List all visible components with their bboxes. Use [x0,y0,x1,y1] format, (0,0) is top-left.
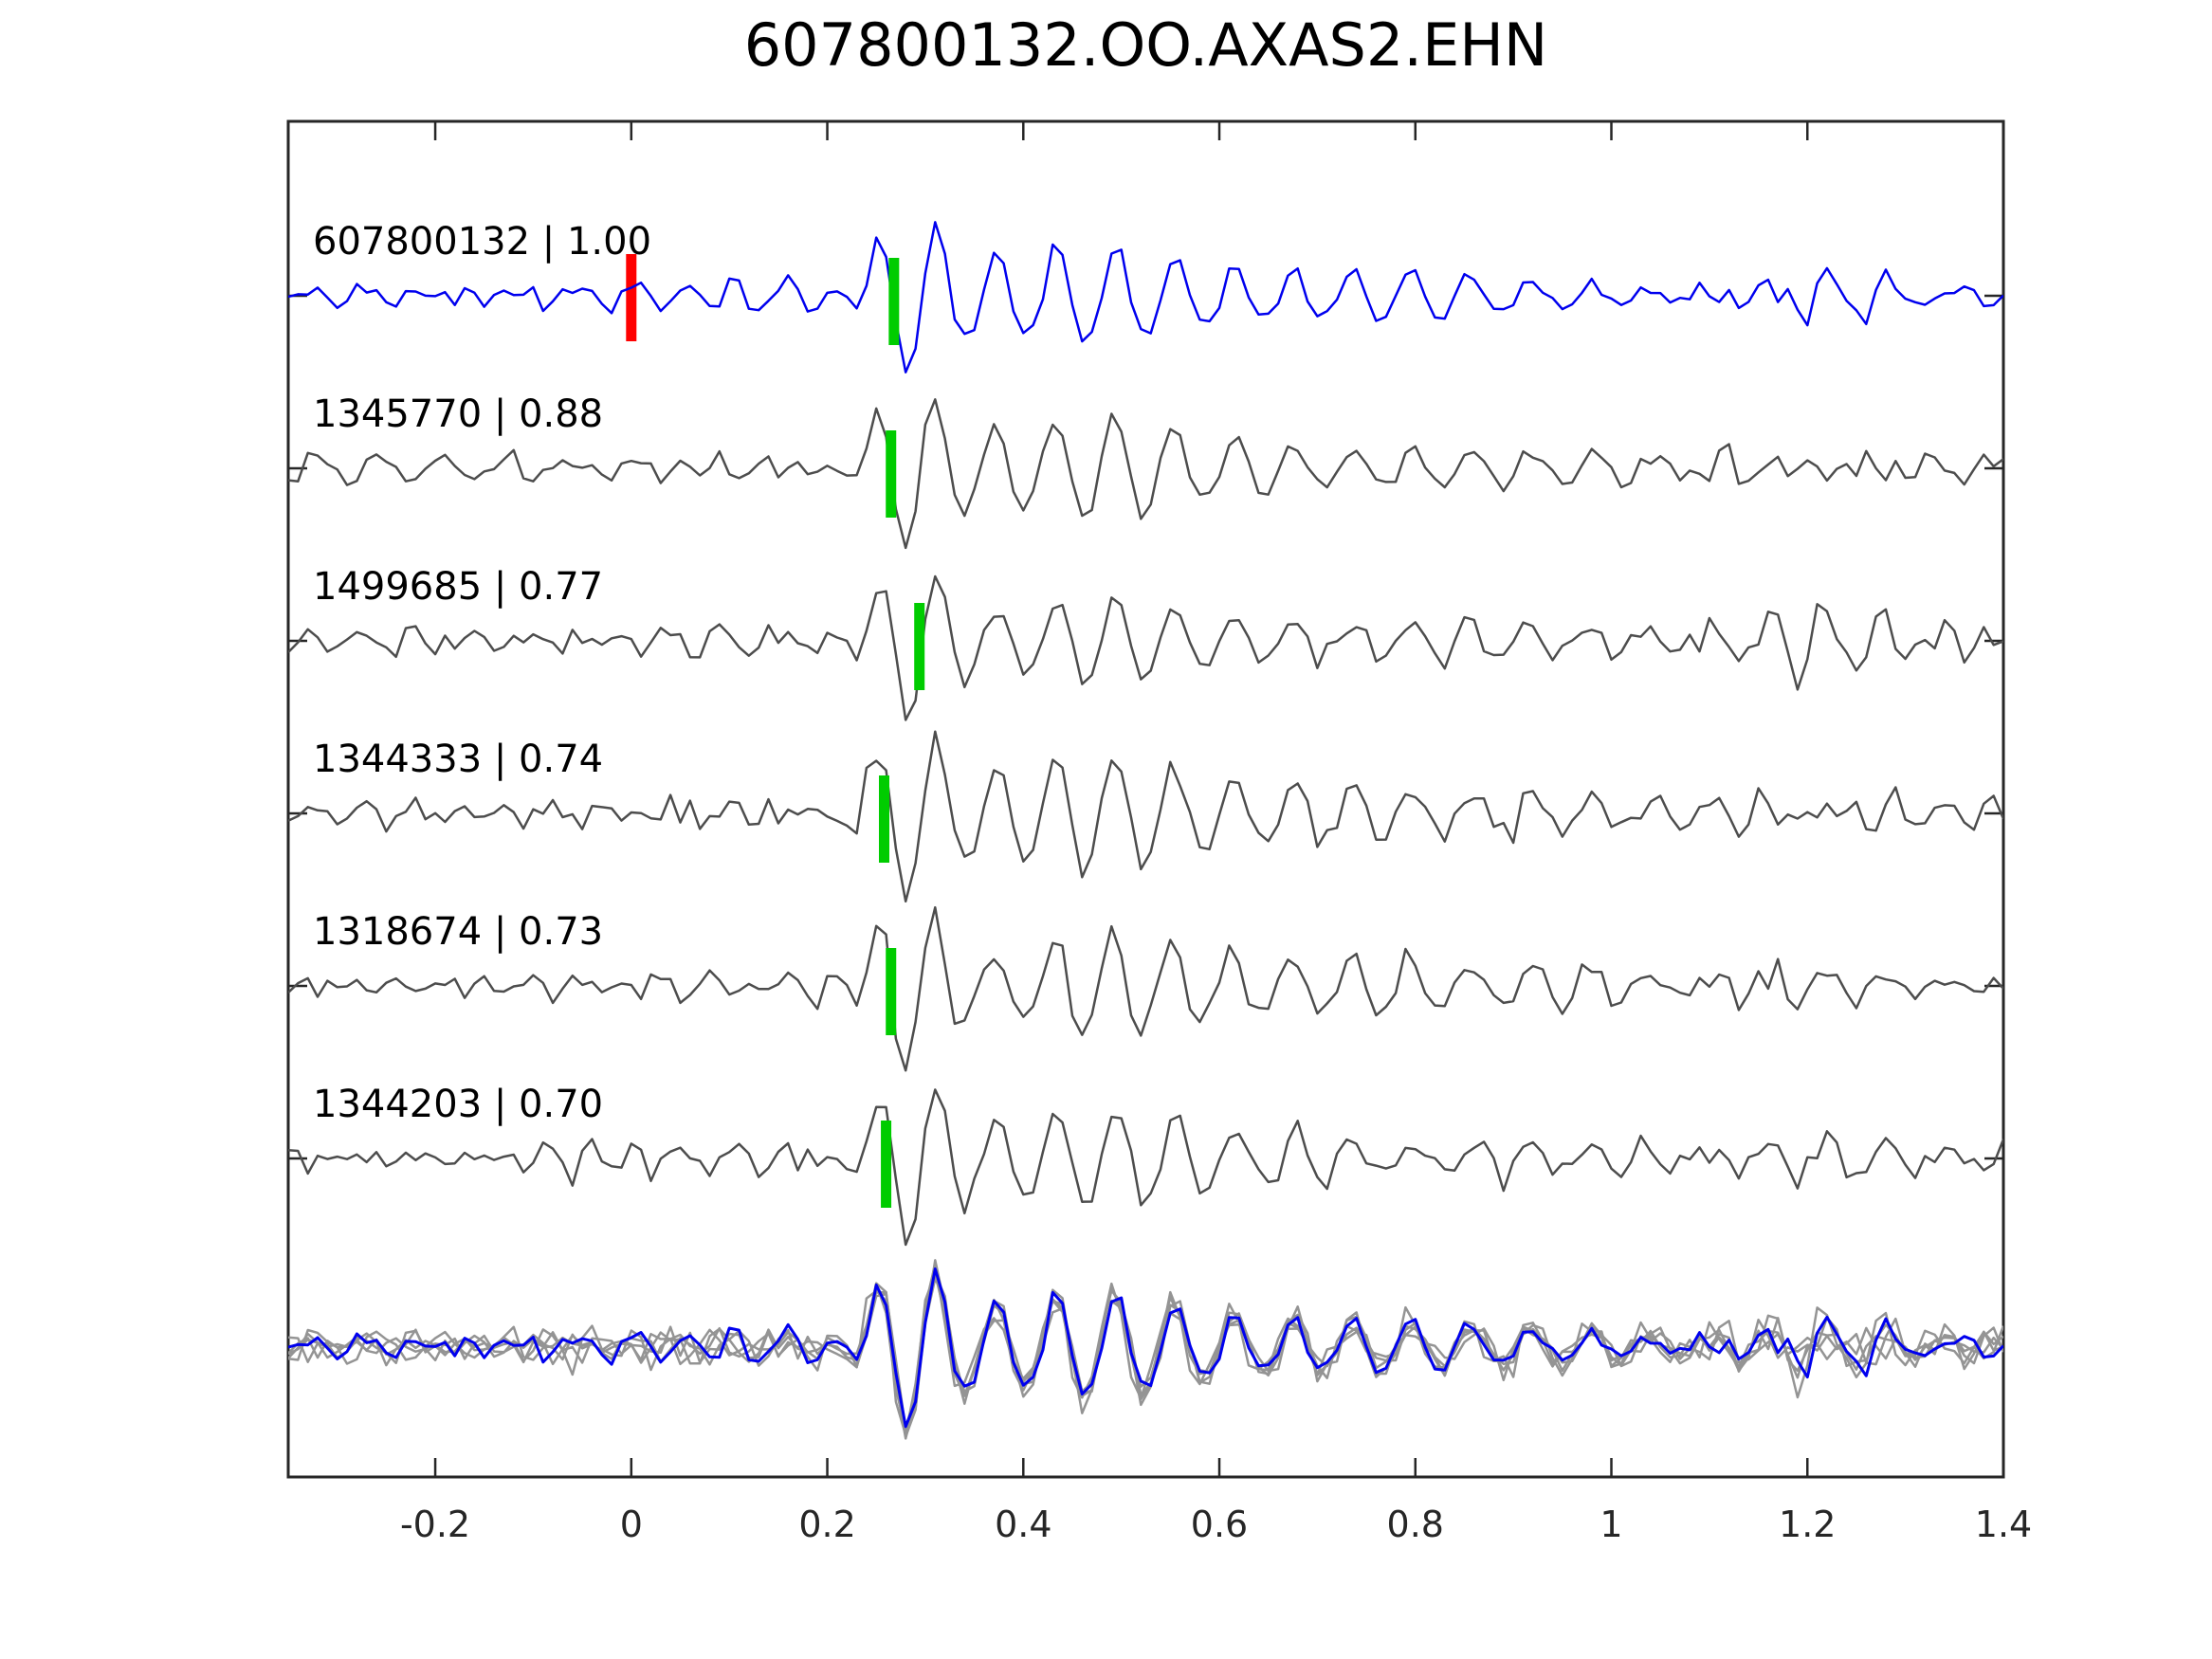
trace-label-match-2: 1499685 | 0.77 [313,565,604,609]
pick-marker-1499685 [914,603,925,690]
pick-marker-1344203 [881,1121,892,1208]
xtick-label-8: 1.4 [1974,1504,2033,1545]
xtick-label-7: 1.2 [1779,1504,1837,1545]
trace-label-template: 607800132 | 1.00 [313,220,652,264]
plot-border [286,119,2005,1479]
trace-label-match-3: 1344333 | 0.74 [313,738,604,781]
xtick-label-0: -0.2 [399,1504,471,1545]
xtick-label-4: 0.6 [1190,1504,1249,1545]
trace-waveform-1345770 [288,398,2003,550]
xtick-label-1: 0 [619,1504,643,1545]
x-axis-ticks [433,121,2005,1477]
pick-marker-1344333 [878,775,889,863]
trace-waveform-1318674 [288,905,2003,1072]
trace-row-607800132 [288,221,2003,374]
overlay-waveform-1344203 [288,1272,2003,1438]
overlay-waveform-607800132 [288,1267,2003,1429]
trace-row-1344333 [288,730,2003,903]
trace-row-1345770 [288,398,2003,550]
overlay-waveform-1344333 [288,1259,2003,1440]
trace-row-1344203 [288,1088,2003,1247]
trace-row-1318674 [288,905,2003,1072]
origin-marker [626,254,637,341]
trace-label-match-4: 1318674 | 0.73 [313,910,604,954]
xtick-label-3: 0.4 [995,1504,1052,1545]
overlay-row [288,1259,2003,1440]
xtick-label-2: 0.2 [798,1504,856,1545]
xtick-label-6: 1 [1600,1504,1623,1545]
trace-row-1499685 [288,574,2003,721]
trace-waveform-1344333 [288,730,2003,903]
overlay-waveform-1345770 [288,1272,2003,1431]
figure-title: 607800132.OO.AXAS2.EHN [743,10,1548,80]
y-axis-ticks [288,294,2003,1160]
pick-marker-607800132 [888,258,900,345]
trace-waveform-1344203 [288,1088,2003,1247]
waveform-rows [288,221,2003,1247]
trace-waveform-607800132 [288,221,2003,374]
trace-label-match-1: 1345770 | 0.88 [313,392,604,436]
xtick-label-5: 0.8 [1386,1504,1444,1545]
trace-waveform-1499685 [288,574,2003,721]
trace-label-match-5: 1344203 | 0.70 [313,1083,604,1126]
pick-marker-1345770 [886,430,897,518]
pick-marker-1318674 [886,948,897,1035]
